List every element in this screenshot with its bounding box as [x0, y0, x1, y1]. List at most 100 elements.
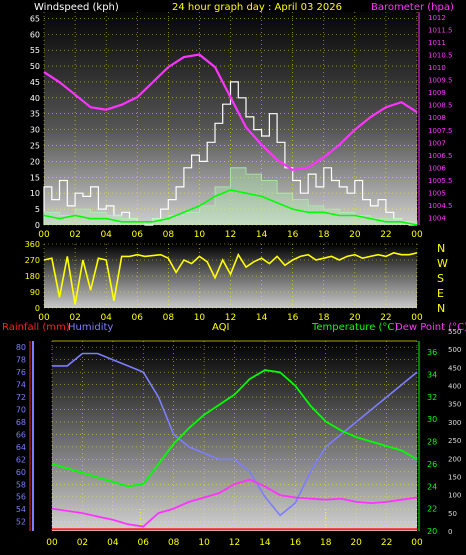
wind-x-tick-label: 18: [318, 230, 330, 240]
direction-grid: [43, 243, 418, 309]
aqi-y-ticks: 0 50 100 150 200 250 300 350 400 450 500 550: [448, 328, 461, 536]
baro-y-tick-label: 1008.5: [428, 102, 453, 110]
direction-x-tick-label: 08: [163, 313, 175, 323]
temp-axis-label: Temperature (°C): [311, 322, 398, 333]
baro-axis-label: Barometer (hpa): [371, 2, 454, 13]
dew-axis-label: Dew Point (°C): [395, 322, 466, 333]
baro-y-tick-label: 1012: [428, 14, 446, 22]
direction-x-tick-label: 20: [349, 313, 361, 323]
humidity-y-tick-label: 78: [16, 356, 26, 365]
baro-y-tick-label: 1004.5: [428, 202, 453, 210]
humidity-axis-label: Humidity: [68, 322, 113, 333]
wind-y-ticks: 0 5 10 15 20 25 30 35 40 45 50 55 60 65: [30, 14, 40, 230]
wind-x-tick-label: 12: [225, 230, 236, 240]
baro-y-tick-label: 1004: [428, 214, 446, 222]
compass-label: N: [437, 302, 445, 315]
wind-axis-label: Windspeed (kph): [34, 2, 119, 13]
humidity-y-tick-label: 70: [16, 406, 26, 415]
baro-y-tick-label: 1006.5: [428, 152, 453, 160]
baro-y-tick-label: 1007.5: [428, 127, 453, 135]
direction-x-ticks: 00 02 04 06 08 10 12 14 16 18 20 22 00: [38, 313, 423, 323]
chart-title: 24 hour graph day : April 03 2026: [172, 2, 342, 13]
temp-x-tick-label: 02: [77, 538, 88, 548]
temp-y-tick-label: 34: [427, 371, 437, 380]
temp-x-tick-label: 14: [259, 538, 271, 548]
aqi-y-tick-label: 250: [448, 437, 461, 445]
temp-y-ticks: 20 22 24 26 28 30 32 34 36: [427, 348, 437, 536]
temp-x-tick-label: 00: [411, 538, 423, 548]
direction-y-tick-label: 180: [25, 272, 40, 281]
temp-y-tick-label: 30: [427, 415, 437, 424]
wind-x-tick-label: 04: [100, 230, 112, 240]
wind-y-tick-label: 50: [30, 62, 40, 71]
wind-x-tick-label: 20: [349, 230, 361, 240]
direction-y-tick-label: 90: [30, 288, 40, 297]
wind-y-tick-label: 30: [30, 126, 40, 135]
wind-series: [43, 53, 418, 226]
aqi-y-tick-label: 150: [448, 473, 461, 481]
wind-x-tick-label: 00: [38, 230, 50, 240]
direction-x-tick-label: 12: [225, 313, 236, 323]
direction-y-tick-label: 270: [25, 256, 40, 265]
aqi-y-tick-label: 300: [448, 419, 461, 427]
humidity-y-tick-label: 52: [16, 518, 26, 527]
humidity-y-tick-label: 58: [16, 480, 26, 489]
humidity-y-tick-label: 54: [16, 505, 26, 514]
wind-x-tick-label: 00: [411, 230, 423, 240]
aqi-y-tick-label: 450: [448, 364, 461, 372]
wind-y-tick-label: 20: [30, 157, 40, 166]
humidity-y-tick-label: 68: [16, 418, 26, 427]
windspeed-series-line: [43, 81, 417, 226]
temp-y-tick-label: 24: [427, 482, 437, 491]
temp-x-tick-label: 12: [229, 538, 240, 548]
wind-grid: [43, 12, 420, 226]
wind-y-tick-label: 55: [30, 46, 40, 55]
baro-y-tick-label: 1007: [428, 139, 446, 147]
wind-x-tick-label: 10: [194, 230, 206, 240]
temp-x-tick-label: 10: [198, 538, 210, 548]
direction-y-ticks: 0 90 180 270 360: [25, 240, 40, 313]
wind-y-tick-label: 60: [30, 30, 40, 39]
baro-y-tick-label: 1010: [428, 64, 446, 72]
wind-x-tick-label: 14: [256, 230, 268, 240]
humidity-y-tick-label: 62: [16, 455, 26, 464]
wind-x-tick-label: 22: [380, 230, 391, 240]
baro-y-tick-label: 1009.5: [428, 77, 453, 85]
baro-y-tick-label: 1009: [428, 89, 446, 97]
compass-label: S: [437, 272, 444, 285]
baro-y-tick-label: 1011: [428, 39, 446, 47]
temp-x-tick-label: 20: [350, 538, 362, 548]
temp-x-tick-label: 22: [381, 538, 392, 548]
temperature-series-line: [51, 369, 418, 488]
temp-y-tick-label: 20: [427, 527, 437, 536]
wind-y-tick-label: 35: [30, 110, 40, 119]
baro-y-ticks: 1004 1004.5 1005 1005.5 1006 1006.5 1007 1007.5…: [428, 14, 453, 222]
aqi-y-tick-label: 500: [448, 346, 461, 354]
direction-x-tick-label: 02: [69, 313, 80, 323]
wind-average-series-line: [43, 189, 418, 226]
gust-series-line: [43, 167, 418, 225]
aqi-y-tick-label: 350: [448, 401, 461, 409]
humidity-y-tick-label: 64: [16, 443, 26, 452]
wind-y-tick-label: 45: [30, 78, 40, 87]
direction-y-tick-label: 0: [35, 304, 40, 313]
temp-x-tick-label: 00: [46, 538, 58, 548]
humidity-y-tick-label: 80: [16, 343, 26, 352]
humidity-y-tick-label: 60: [16, 468, 26, 477]
temp-x-tick-label: 06: [138, 538, 150, 548]
humidity-y-tick-label: 72: [16, 393, 26, 402]
direction-x-tick-label: 04: [100, 313, 112, 323]
aqi-y-tick-label: 50: [448, 510, 457, 518]
humidity-y-ticks: 52 54 56 58 60 62 64 66 68 70 72 74 76 78 80: [16, 343, 26, 526]
compass-label: W: [437, 257, 448, 270]
temp-x-tick-label: 08: [168, 538, 180, 548]
wind-y-tick-label: 25: [30, 142, 40, 151]
rain-axis-label: Rainfall (mm): [2, 322, 70, 333]
humidity-series-line: [52, 352, 418, 517]
wind-direction-series-line: [43, 252, 418, 305]
direction-x-tick-label: 14: [256, 313, 268, 323]
wind-y-tick-label: 5: [35, 205, 40, 214]
